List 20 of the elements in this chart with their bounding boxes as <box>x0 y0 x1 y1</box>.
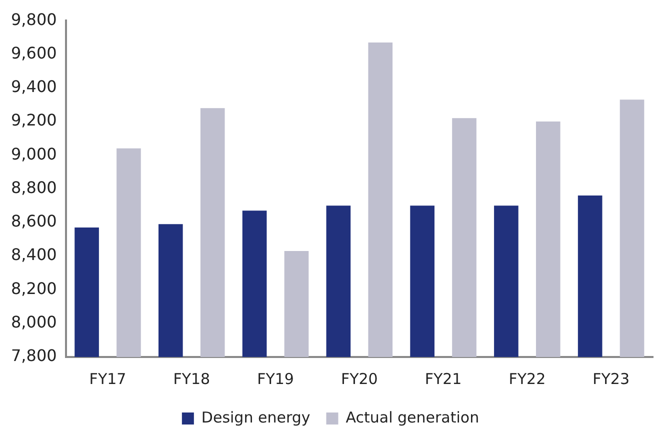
legend-label: Actual generation <box>346 408 480 426</box>
y-tick-label: 9,600 <box>10 43 57 62</box>
y-tick-label: 8,600 <box>10 212 57 231</box>
y-tick-label: 9,800 <box>10 10 57 29</box>
y-tick-label: 9,200 <box>10 110 57 130</box>
x-tick-label: FY21 <box>424 370 462 388</box>
x-tick-label: FY17 <box>89 370 126 388</box>
x-tick-label: FY20 <box>340 370 378 388</box>
y-tick-label: 8,000 <box>10 312 57 332</box>
y-tick-label: 7,800 <box>10 346 57 366</box>
x-tick-label: FY23 <box>592 370 630 388</box>
y-tick-label: 9,400 <box>10 77 57 96</box>
x-tick-label: FY18 <box>173 370 210 388</box>
y-tick-label: 8,800 <box>10 178 57 197</box>
y-tick-label: 8,200 <box>10 278 57 298</box>
y-tick-label: 8,400 <box>10 245 57 264</box>
x-tick-label: FY22 <box>508 370 546 388</box>
x-tick-label: FY19 <box>257 370 294 388</box>
legend-label: Design energy <box>201 408 310 426</box>
y-tick-label: 9,000 <box>10 144 57 164</box>
